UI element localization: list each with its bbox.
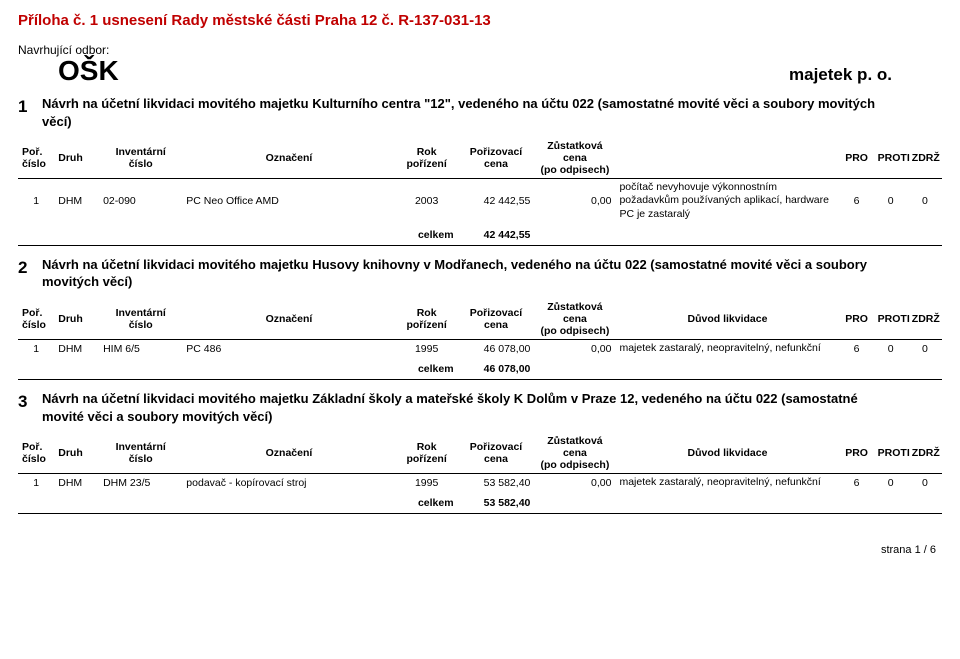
col-ozn: Označení	[182, 433, 395, 474]
cell-zdrz: 0	[908, 474, 942, 492]
col-rok: Rokpořízení	[396, 138, 458, 179]
col-pro: PRO	[840, 299, 874, 340]
cell-druh: DHM	[54, 179, 99, 223]
section-number: 3	[18, 390, 42, 412]
col-inv: Inventárníčíslo	[99, 433, 182, 474]
col-zust: Zůstatkovácena(po odpisech)	[534, 138, 615, 179]
sum-label: celkem	[396, 223, 458, 246]
table-row: 1DHMDHM 23/5podavač - kopírovací stroj19…	[18, 474, 942, 492]
asset-table: Poř.čísloDruhInventárníčísloOznačeníRokp…	[18, 433, 942, 514]
col-poriz: Pořizovacícena	[458, 433, 535, 474]
col-duvod	[615, 138, 839, 179]
col-proti: PROTI	[874, 299, 908, 340]
col-por: Poř.číslo	[18, 299, 54, 340]
cell-proti: 0	[874, 339, 908, 357]
col-ozn: Označení	[182, 299, 395, 340]
document-title: Příloha č. 1 usnesení Rady městské části…	[18, 12, 942, 29]
cell-ozn: PC 486	[182, 339, 395, 357]
col-pro: PRO	[840, 138, 874, 179]
col-zust: Zůstatkovácena(po odpisech)	[534, 299, 615, 340]
cell-ozn: PC Neo Office AMD	[182, 179, 395, 223]
proposing-label: Navrhující odbor:	[18, 43, 942, 57]
cell-zust: 0,00	[534, 474, 615, 492]
section-title: Návrh na účetní likvidaci movitého majet…	[42, 256, 942, 291]
cell-poriz: 46 078,00	[458, 339, 535, 357]
cell-rok: 2003	[396, 179, 458, 223]
col-pro: PRO	[840, 433, 874, 474]
col-poriz: Pořizovacícena	[458, 138, 535, 179]
cell-zdrz: 0	[908, 339, 942, 357]
cell-inv: DHM 23/5	[99, 474, 182, 492]
col-druh: Druh	[54, 299, 99, 340]
cell-zust: 0,00	[534, 339, 615, 357]
sum-value: 53 582,40	[458, 491, 535, 514]
page-footer: strana 1 / 6	[18, 544, 942, 556]
sum-value: 42 442,55	[458, 223, 535, 246]
cell-druh: DHM	[54, 339, 99, 357]
table-row: 1DHMHIM 6/5PC 486199546 078,000,00majete…	[18, 339, 942, 357]
sum-value: 46 078,00	[458, 357, 535, 380]
col-inv: Inventárníčíslo	[99, 299, 182, 340]
section: 3Návrh na účetní likvidaci movitého maje…	[18, 390, 942, 514]
cell-poriz: 53 582,40	[458, 474, 535, 492]
cell-proti: 0	[874, 179, 908, 223]
col-druh: Druh	[54, 433, 99, 474]
col-ozn: Označení	[182, 138, 395, 179]
sum-row: celkem46 078,00	[18, 357, 942, 380]
cell-por: 1	[18, 179, 54, 223]
col-proti: PROTI	[874, 138, 908, 179]
col-rok: Rokpořízení	[396, 299, 458, 340]
col-zdrz: ZDRŽ	[908, 433, 942, 474]
sum-row: celkem53 582,40	[18, 491, 942, 514]
sum-label: celkem	[396, 357, 458, 380]
col-zdrz: ZDRŽ	[908, 299, 942, 340]
col-rok: Rokpořízení	[396, 433, 458, 474]
cell-rok: 1995	[396, 339, 458, 357]
col-duvod: Důvod likvidace	[615, 433, 839, 474]
property-label: majetek p. o.	[789, 65, 892, 85]
cell-reason: počítač nevyhovuje výkonnostním požadavk…	[615, 179, 839, 223]
col-por: Poř.číslo	[18, 138, 54, 179]
section: 1Návrh na účetní likvidaci movitého maje…	[18, 95, 942, 246]
col-druh: Druh	[54, 138, 99, 179]
department-code: OŠK	[58, 57, 119, 85]
section-number: 2	[18, 256, 42, 278]
section: 2Návrh na účetní likvidaci movitého maje…	[18, 256, 942, 380]
cell-druh: DHM	[54, 474, 99, 492]
col-duvod: Důvod likvidace	[615, 299, 839, 340]
cell-ozn: podavač - kopírovací stroj	[182, 474, 395, 492]
col-inv: Inventárníčíslo	[99, 138, 182, 179]
asset-table: Poř.čísloDruhInventárníčísloOznačeníRokp…	[18, 138, 942, 246]
table-row: 1DHM02-090PC Neo Office AMD200342 442,55…	[18, 179, 942, 223]
section-title: Návrh na účetní likvidaci movitého majet…	[42, 95, 942, 130]
cell-por: 1	[18, 474, 54, 492]
section-title: Návrh na účetní likvidaci movitého majet…	[42, 390, 942, 425]
cell-inv: HIM 6/5	[99, 339, 182, 357]
cell-pro: 6	[840, 179, 874, 223]
col-proti: PROTI	[874, 433, 908, 474]
cell-rok: 1995	[396, 474, 458, 492]
cell-zust: 0,00	[534, 179, 615, 223]
col-zdrz: ZDRŽ	[908, 138, 942, 179]
cell-reason: majetek zastaralý, neopravitelný, nefunk…	[615, 339, 839, 357]
col-por: Poř.číslo	[18, 433, 54, 474]
cell-poriz: 42 442,55	[458, 179, 535, 223]
cell-pro: 6	[840, 474, 874, 492]
col-zust: Zůstatkovácena(po odpisech)	[534, 433, 615, 474]
sum-label: celkem	[396, 491, 458, 514]
cell-pro: 6	[840, 339, 874, 357]
col-poriz: Pořizovacícena	[458, 299, 535, 340]
cell-zdrz: 0	[908, 179, 942, 223]
cell-inv: 02-090	[99, 179, 182, 223]
sum-row: celkem42 442,55	[18, 223, 942, 246]
cell-por: 1	[18, 339, 54, 357]
section-number: 1	[18, 95, 42, 117]
cell-reason: majetek zastaralý, neopravitelný, nefunk…	[615, 474, 839, 492]
asset-table: Poř.čísloDruhInventárníčísloOznačeníRokp…	[18, 299, 942, 380]
cell-proti: 0	[874, 474, 908, 492]
header-row: OŠK majetek p. o.	[18, 57, 942, 85]
